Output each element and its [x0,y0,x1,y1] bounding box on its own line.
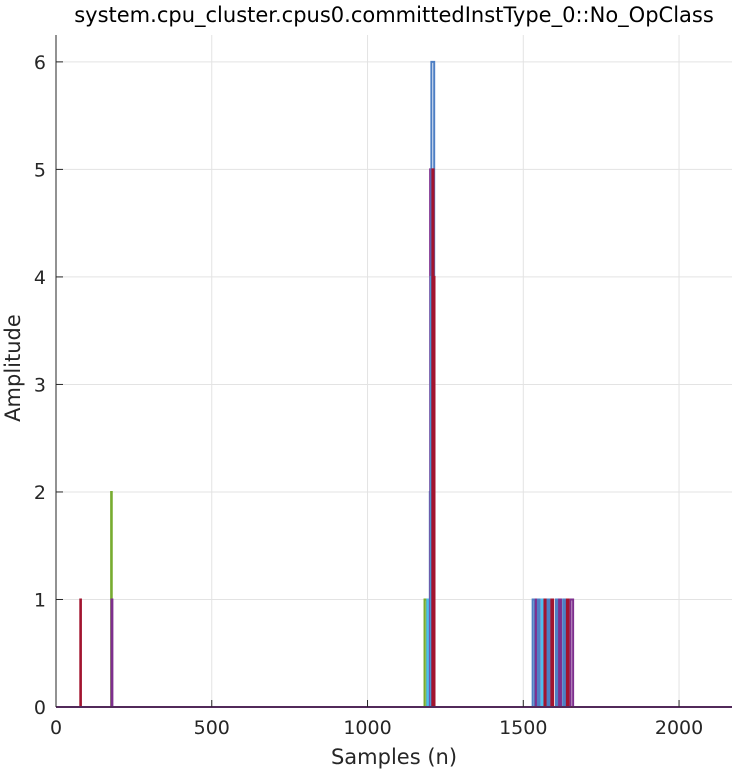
y-tick-label: 4 [34,267,46,289]
axes [55,35,732,708]
y-tick-label: 2 [34,482,46,504]
x-axis-label: Samples (n) [331,745,457,769]
series-line [56,598,732,708]
chart-title: system.cpu_cluster.cpus0.committedInstTy… [74,3,714,28]
series-line [56,168,732,708]
series-line [56,598,732,708]
series-line [56,598,732,708]
x-tick-label: 2000 [655,717,703,739]
x-tick-label: 500 [194,717,230,739]
series-line [56,598,732,708]
series-line [56,598,732,708]
series-line [56,598,732,708]
tick-labels: 0 500 1000 1500 2000 0 1 2 3 4 5 6 [34,52,703,739]
series-line [56,598,732,708]
series-line [56,598,732,708]
series-line [56,598,732,708]
x-tick-label: 0 [50,717,62,739]
y-axis-label: Amplitude [1,314,25,422]
grid-lines [55,35,732,708]
series-line [56,598,732,708]
series-line [56,598,732,708]
y-tick-label: 5 [34,159,46,181]
x-tick-label: 1500 [499,717,547,739]
series-line [56,598,732,708]
series-line [56,598,732,708]
y-tick-label: 1 [34,589,46,611]
series-line [56,168,732,708]
y-tick-label: 3 [34,374,46,396]
y-tick-label: 6 [34,52,46,74]
series-line [56,598,732,708]
series-line [56,598,732,708]
y-tick-label: 0 [34,697,46,719]
series-line [56,598,732,708]
x-tick-label: 1000 [343,717,391,739]
